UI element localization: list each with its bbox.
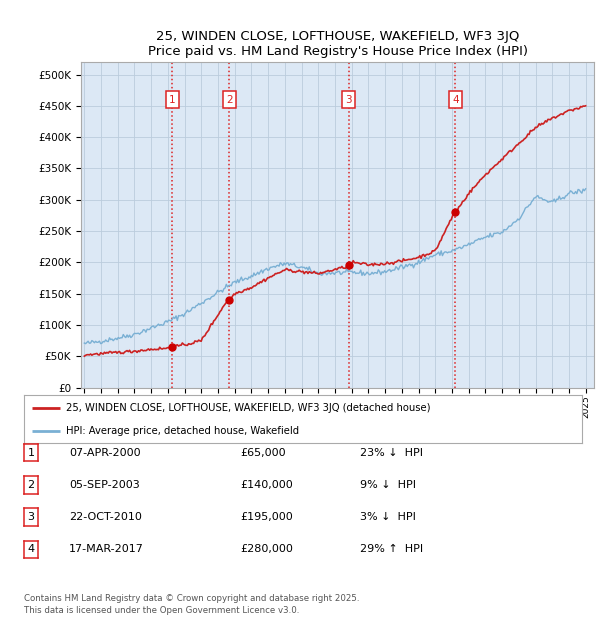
Text: 4: 4: [28, 544, 35, 554]
Text: 25, WINDEN CLOSE, LOFTHOUSE, WAKEFIELD, WF3 3JQ (detached house): 25, WINDEN CLOSE, LOFTHOUSE, WAKEFIELD, …: [66, 403, 430, 413]
Text: £140,000: £140,000: [240, 480, 293, 490]
Text: 2: 2: [28, 480, 35, 490]
Text: 3% ↓  HPI: 3% ↓ HPI: [360, 512, 416, 522]
Text: 05-SEP-2003: 05-SEP-2003: [69, 480, 140, 490]
Text: Contains HM Land Registry data © Crown copyright and database right 2025.
This d: Contains HM Land Registry data © Crown c…: [24, 594, 359, 615]
Text: £280,000: £280,000: [240, 544, 293, 554]
Text: HPI: Average price, detached house, Wakefield: HPI: Average price, detached house, Wake…: [66, 426, 299, 436]
Text: 3: 3: [345, 95, 352, 105]
Text: 9% ↓  HPI: 9% ↓ HPI: [360, 480, 416, 490]
Text: 07-APR-2000: 07-APR-2000: [69, 448, 140, 458]
Text: £195,000: £195,000: [240, 512, 293, 522]
Text: 29% ↑  HPI: 29% ↑ HPI: [360, 544, 423, 554]
Text: 22-OCT-2010: 22-OCT-2010: [69, 512, 142, 522]
Text: 1: 1: [169, 95, 176, 105]
Text: 2: 2: [226, 95, 233, 105]
Text: 1: 1: [28, 448, 35, 458]
Text: 3: 3: [28, 512, 35, 522]
Text: £65,000: £65,000: [240, 448, 286, 458]
Title: 25, WINDEN CLOSE, LOFTHOUSE, WAKEFIELD, WF3 3JQ
Price paid vs. HM Land Registry': 25, WINDEN CLOSE, LOFTHOUSE, WAKEFIELD, …: [148, 30, 527, 58]
Text: 23% ↓  HPI: 23% ↓ HPI: [360, 448, 423, 458]
Text: 4: 4: [452, 95, 459, 105]
Text: 17-MAR-2017: 17-MAR-2017: [69, 544, 144, 554]
